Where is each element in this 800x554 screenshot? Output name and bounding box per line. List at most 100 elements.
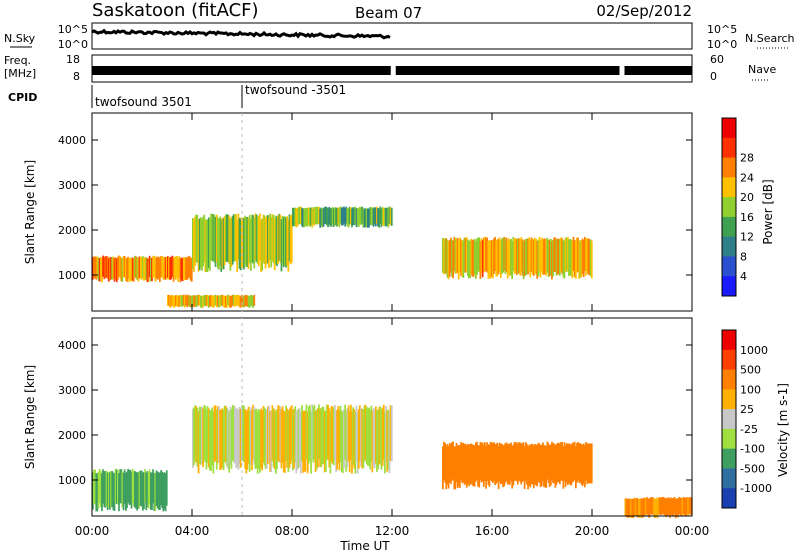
powerData-cell [368, 208, 370, 228]
velData-cell [101, 473, 103, 512]
velData-cell [196, 408, 199, 467]
velData-cell [155, 470, 158, 506]
velData-cell [96, 473, 99, 512]
velData-cell [263, 407, 266, 466]
cpid-label: CPID [8, 91, 37, 104]
velData-cell [131, 469, 134, 503]
velData-cell [218, 406, 220, 463]
powerData-cell [300, 206, 302, 224]
powerData-cell [388, 206, 391, 224]
powerData-cell [575, 240, 577, 279]
velData-cell [288, 408, 291, 469]
velData-cell [681, 497, 684, 516]
velocity-heatmap [92, 404, 693, 519]
powerData-cell [101, 258, 103, 283]
powerData-cell [118, 255, 120, 277]
powerData-cell [445, 238, 448, 274]
powerData-cell [471, 239, 474, 277]
velData-cell [666, 497, 669, 516]
powerData-cell [545, 239, 548, 276]
velData-cell [143, 472, 145, 509]
velData-cell [672, 498, 675, 517]
velData-cell [237, 409, 240, 470]
velData-cell [688, 496, 691, 514]
velData-cell [590, 443, 593, 484]
velData-cell [657, 497, 660, 515]
velData-cell [554, 445, 557, 488]
powerData-cell [143, 257, 145, 281]
freq-panel: Freq. [MHz] 18 8 60 0 Nave [4, 53, 776, 83]
velData-cell [381, 407, 384, 466]
powerData-cell [198, 218, 201, 271]
powerData-cell [121, 258, 124, 282]
powerData-cell [152, 256, 154, 278]
velData-cell [228, 411, 231, 473]
powerData-cell [507, 238, 510, 274]
colorbar-swatch [722, 349, 736, 371]
powerData-cell [231, 215, 234, 265]
velData-cell [522, 442, 525, 482]
velData-cell [444, 443, 447, 483]
velData-cell [296, 409, 299, 470]
velData-cell [104, 471, 107, 508]
velData-cell [488, 445, 491, 487]
powerData-cell [568, 239, 570, 276]
powerData-cell [469, 240, 472, 278]
velData-cell [107, 471, 110, 509]
powerData-cell [213, 214, 216, 263]
velData-cell [193, 407, 195, 466]
velData-cell [268, 405, 270, 462]
powerData-cell [128, 258, 131, 282]
powerData-cell [177, 258, 179, 282]
velData-cell [661, 497, 663, 515]
nsky-tick-bottom: 10^0 [58, 38, 88, 51]
powerData-cell [182, 294, 185, 306]
powerData-cell [232, 294, 235, 306]
velData-cell [535, 444, 537, 486]
powerData-cell [136, 257, 139, 280]
colorbar-tick-label: 100 [740, 383, 761, 396]
powerData-cell [301, 207, 303, 227]
freq-label: Freq. [4, 54, 31, 67]
colorbar-tick-label: -1000 [740, 482, 772, 495]
powerData-cell [382, 207, 385, 226]
ytick-label: 1000 [58, 474, 86, 487]
velData-cell [564, 445, 567, 487]
powerData-cell [470, 238, 473, 275]
velData-cell [105, 470, 108, 507]
powerData-cell [451, 239, 453, 277]
velData-cell [192, 408, 194, 468]
velData-cell [103, 470, 106, 507]
colorbar-tick-label: -25 [740, 423, 758, 436]
velData-cell [255, 408, 258, 469]
powerData-cell [362, 208, 365, 228]
powerData-cell [557, 238, 560, 275]
powerData-cell [210, 295, 212, 306]
cpid-panel: CPID twofsound 3501 twofsound -3501 [8, 83, 346, 109]
powerData-cell [537, 239, 540, 277]
velData-cell [502, 445, 504, 488]
velData-cell [501, 443, 503, 484]
powerData-cell [322, 208, 325, 227]
powerData-cell [294, 207, 297, 226]
velData-cell [465, 445, 468, 488]
velData-cell [455, 442, 458, 483]
velData-cell [443, 441, 445, 481]
powerData-cell [354, 206, 357, 224]
velData-cell [146, 471, 149, 508]
powerData-cell [131, 257, 134, 281]
velData-cell [253, 407, 256, 465]
velData-cell [625, 498, 628, 517]
power-colorbar-label: Power [dB] [761, 179, 775, 244]
velData-cell [126, 471, 128, 509]
powerData-cell [197, 219, 200, 272]
velData-cell [517, 444, 519, 485]
velData-cell [315, 409, 318, 470]
velData-cell [547, 443, 550, 484]
powerData-cell [350, 207, 352, 225]
time-tick-label: 12:00 [375, 524, 410, 538]
powerData-cell [459, 237, 461, 273]
powerData-cell [271, 214, 274, 262]
velData-cell [257, 409, 260, 469]
velData-cell [469, 444, 472, 485]
